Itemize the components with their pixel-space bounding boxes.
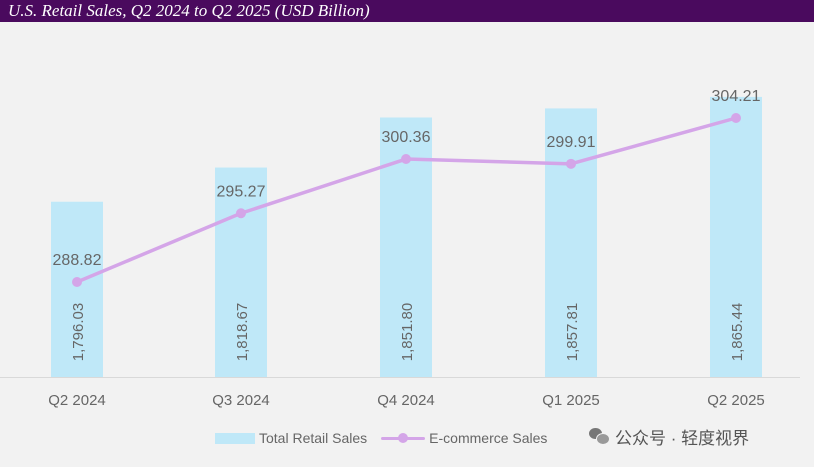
chart-title: U.S. Retail Sales, Q2 2024 to Q2 2025 (U… [8, 1, 370, 20]
x-tick-label-2: Q4 2024 [377, 392, 435, 409]
bar-value-label-1: 1,818.67 [234, 303, 251, 361]
line-value-label-4: 304.21 [712, 88, 761, 105]
wechat-icon [589, 428, 610, 445]
legend-item-ecommerce: E-commerce Sales [381, 430, 547, 446]
x-tick-label-4: Q2 2025 [707, 392, 765, 409]
legend-line-swatch [381, 432, 426, 444]
bar-value-label-0: 1,796.03 [70, 303, 87, 361]
bar-3 [545, 108, 597, 377]
legend-item-total-retail: Total Retail Sales [215, 430, 367, 446]
bar-value-label-3: 1,857.81 [564, 303, 581, 361]
line-value-label-2: 300.36 [382, 129, 431, 146]
line-point-2 [401, 154, 411, 165]
watermark: 公众号 · 轻度视界 [583, 421, 756, 451]
x-tick-label-3: Q1 2025 [542, 392, 600, 409]
x-tick-label-1: Q3 2024 [212, 392, 270, 409]
line-value-label-1: 295.27 [217, 183, 266, 200]
line-point-1 [236, 208, 246, 219]
bar-value-label-4: 1,865.44 [729, 303, 746, 361]
line-point-3 [566, 158, 576, 169]
line-point-4 [731, 113, 741, 123]
bar-0 [51, 201, 103, 377]
legend-bar-swatch [215, 432, 255, 444]
legend: Total Retail Sales E-commerce Sales [215, 428, 561, 448]
title-bar: U.S. Retail Sales, Q2 2024 to Q2 2025 (U… [0, 0, 814, 22]
line-point-0 [72, 277, 82, 287]
legend-label-ecommerce: E-commerce Sales [429, 430, 548, 446]
legend-label-total-retail: Total Retail Sales [259, 430, 368, 446]
watermark-text: 公众号 · 轻度视界 [615, 428, 750, 448]
bar-value-label-2: 1,851.80 [399, 303, 416, 361]
bar-1 [215, 167, 267, 377]
line-value-label-0: 288.82 [53, 252, 102, 269]
line-value-label-3: 299.91 [547, 134, 596, 151]
x-tick-label-0: Q2 2024 [48, 392, 106, 409]
bar-4 [710, 96, 762, 377]
